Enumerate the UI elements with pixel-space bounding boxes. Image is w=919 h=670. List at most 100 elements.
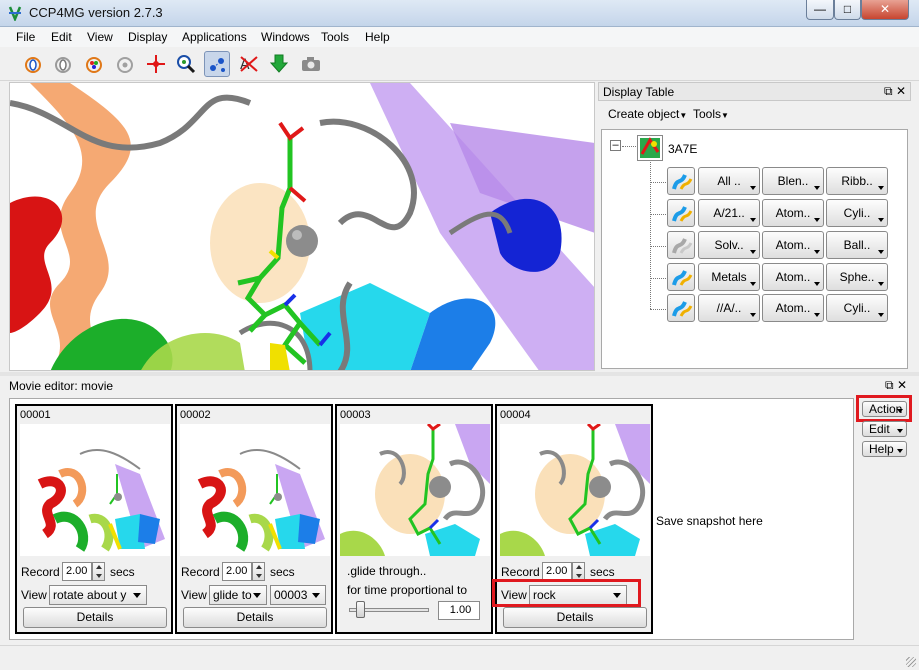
centre-on-atom-icon[interactable]	[143, 51, 169, 77]
create-object-label: Create object	[608, 107, 680, 121]
close-panel-icon[interactable]: ✕	[895, 84, 906, 98]
menu-applications[interactable]: Applications	[182, 30, 247, 44]
help-menu-button[interactable]: Help	[862, 441, 907, 457]
menu-file[interactable]: File	[16, 30, 36, 44]
tools-menu[interactable]: Tools▼	[693, 107, 729, 121]
display-table-header: Display Table ⧉ ✕	[598, 82, 911, 101]
frame-thumbnail	[180, 424, 330, 556]
collapse-tree-icon[interactable]: –	[610, 140, 621, 151]
glide-target-select[interactable]: 00003	[270, 585, 326, 605]
row4-colour-button[interactable]: Atom..	[762, 263, 824, 291]
download-icon[interactable]	[266, 51, 292, 77]
minimize-button[interactable]: —	[806, 0, 834, 20]
spin-icon[interactable]	[112, 51, 138, 77]
row5-style-button[interactable]: Cyli..	[826, 294, 888, 322]
row5-selection-button[interactable]: //A/..	[698, 294, 760, 322]
ribbon-object-icon[interactable]	[667, 263, 695, 291]
row3-colour-button[interactable]: Atom..	[762, 231, 824, 259]
movie-frame-4[interactable]: 00004 Record 2.00 secs View rock Details	[492, 404, 653, 634]
action-menu-button[interactable]: Action	[862, 401, 907, 417]
solvent-object-icon[interactable]	[667, 231, 695, 259]
highlight-box	[856, 395, 912, 422]
row3-selection-button[interactable]: Solv..	[698, 231, 760, 259]
color-wheel-icon[interactable]	[81, 51, 107, 77]
menu-windows[interactable]: Windows	[261, 30, 310, 44]
maximize-button[interactable]: □	[834, 0, 861, 20]
close-window-button[interactable]: ✕	[861, 0, 909, 20]
glide-through-label: .glide through..	[347, 564, 427, 578]
record-seconds-input[interactable]: 2.00	[62, 562, 92, 581]
undock-icon[interactable]: ⧉	[884, 84, 893, 98]
no-labels-icon[interactable]: A	[236, 51, 262, 77]
rotate-view-icon[interactable]	[20, 51, 46, 77]
seconds-unit: secs	[590, 565, 615, 579]
molecule-object-icon[interactable]	[637, 135, 663, 161]
row3-style-button[interactable]: Ball..	[826, 231, 888, 259]
row5-colour-button[interactable]: Atom..	[762, 294, 824, 322]
molecule-3d-viewer[interactable]	[9, 82, 595, 371]
ccp4mg-app-icon	[8, 6, 22, 21]
proportion-slider-handle[interactable]	[356, 601, 365, 618]
proportion-value-input[interactable]: 1.00	[438, 601, 480, 620]
dropdown-arrow-icon: ▼	[721, 111, 729, 120]
details-button[interactable]: Details	[23, 607, 167, 628]
tree-connector	[650, 246, 666, 247]
menu-edit[interactable]: Edit	[51, 30, 72, 44]
menu-display[interactable]: Display	[128, 30, 168, 44]
selection-mode-icon[interactable]	[204, 51, 230, 77]
display-table-menu: Create object▼ Tools▼	[598, 101, 911, 127]
record-seconds-input[interactable]: 2.00	[222, 562, 252, 581]
ribbon-object-icon[interactable]	[667, 167, 695, 195]
seconds-spinner-icon[interactable]	[92, 562, 105, 581]
molecule-name[interactable]: 3A7E	[668, 142, 698, 156]
tree-connector	[650, 182, 666, 183]
screenshot-icon[interactable]	[298, 51, 324, 77]
row1-style-button[interactable]: Ribb..	[826, 167, 888, 195]
details-button[interactable]: Details	[503, 607, 647, 628]
view-label: View	[181, 588, 207, 602]
row1-colour-button[interactable]: Blen..	[762, 167, 824, 195]
ribbon-object-icon[interactable]	[667, 294, 695, 322]
highlight-box	[492, 579, 641, 607]
zoom-search-icon[interactable]	[173, 51, 199, 77]
movie-frames-area: 00001 Record 2.00 secs View rotate about…	[9, 398, 854, 640]
menu-tools[interactable]: Tools	[321, 30, 350, 44]
row2-colour-button[interactable]: Atom..	[762, 199, 824, 227]
frame-number: 00004	[500, 409, 531, 421]
tree-connector	[650, 309, 666, 310]
resize-grip-icon[interactable]	[906, 657, 916, 667]
tree-connector	[650, 162, 651, 309]
reset-view-icon[interactable]	[50, 51, 76, 77]
row4-selection-button[interactable]: Metals	[698, 263, 760, 291]
view-mode-select[interactable]: rotate about y	[49, 585, 147, 605]
dropdown-arrow-icon: ▼	[679, 111, 688, 120]
menu-view[interactable]: View	[87, 30, 113, 44]
svg-text:A: A	[240, 57, 250, 73]
save-snapshot-target[interactable]: Save snapshot here	[656, 514, 763, 528]
row4-style-button[interactable]: Sphe..	[826, 263, 888, 291]
seconds-spinner-icon[interactable]	[252, 562, 265, 581]
row1-selection-button[interactable]: All ..	[698, 167, 760, 195]
frame-thumbnail	[20, 424, 170, 556]
create-object-menu[interactable]: Create object▼	[608, 107, 687, 121]
seconds-spinner-icon[interactable]	[572, 562, 585, 581]
movie-frame-2[interactable]: 00002 Record 2.00 secs View glide to 000…	[175, 404, 333, 634]
dock-controls: ⧉ ✕	[884, 84, 906, 99]
movie-editor-title: Movie editor: movie	[9, 379, 114, 393]
undock-icon[interactable]: ⧉	[885, 378, 894, 392]
movie-frame-1[interactable]: 00001 Record 2.00 secs View rotate about…	[15, 404, 173, 634]
row2-style-button[interactable]: Cyli..	[826, 199, 888, 227]
panel-splitter[interactable]	[0, 372, 919, 376]
menu-help[interactable]: Help	[365, 30, 390, 44]
frame-number: 00001	[20, 409, 51, 421]
movie-frame-3[interactable]: 00003 .glide through.. for time proporti…	[335, 404, 493, 634]
row2-selection-button[interactable]: A/21..	[698, 199, 760, 227]
edit-menu-button[interactable]: Edit	[862, 421, 907, 437]
details-button[interactable]: Details	[183, 607, 327, 628]
proportion-slider-track[interactable]	[349, 608, 429, 612]
close-panel-icon[interactable]: ✕	[896, 378, 907, 392]
ribbon-object-icon[interactable]	[667, 199, 695, 227]
frame-number: 00003	[340, 409, 371, 421]
view-mode-select[interactable]: glide to	[209, 585, 267, 605]
movie-editor-header: Movie editor: movie ⧉ ✕	[6, 377, 911, 395]
